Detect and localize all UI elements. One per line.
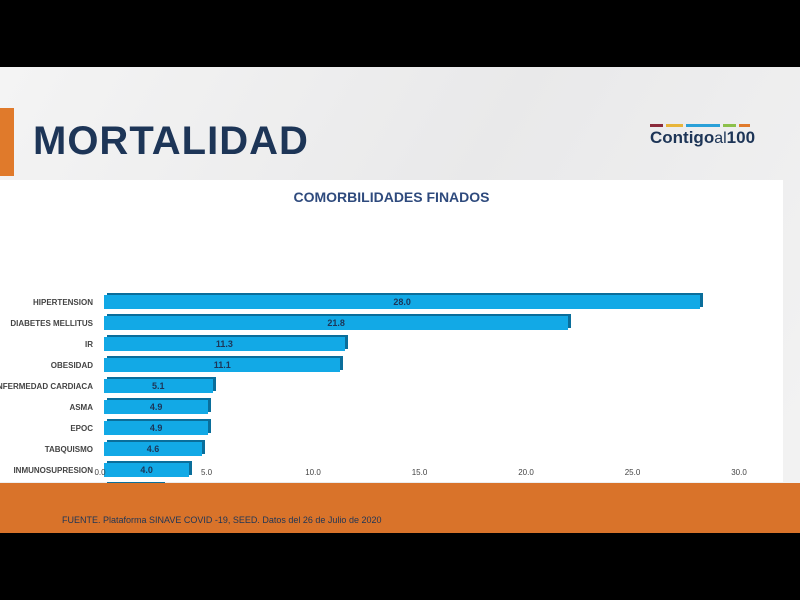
category-label: OBESIDAD <box>50 361 93 370</box>
value-label: 4.6 <box>146 444 160 454</box>
x-tick-label: 15.0 <box>411 468 428 477</box>
bar <box>104 316 569 330</box>
bar <box>104 358 341 372</box>
value-label: 5.1 <box>152 381 165 391</box>
bar <box>104 337 345 351</box>
x-tick-label: 30.0 <box>731 468 747 477</box>
value-label: 21.8 <box>327 318 345 328</box>
category-label: EPOC <box>70 424 93 433</box>
category-label: ASMA <box>69 403 93 412</box>
x-tick-label: 10.0 <box>305 468 321 477</box>
source-note: FUENTE. Plataforma SINAVE COVID -19, SEE… <box>62 515 382 525</box>
chart: COMORBILIDADES FINADOS HIPERTENSION 28.0 D… <box>0 180 783 519</box>
bar <box>104 379 213 393</box>
value-label: 4.0 <box>140 465 153 475</box>
accent-bar <box>0 108 14 176</box>
value-label: 11.1 <box>213 360 231 370</box>
value-label: 4.9 <box>149 402 163 412</box>
page-title: MORTALIDAD <box>33 119 309 163</box>
bar <box>104 442 202 456</box>
bar <box>104 421 209 435</box>
bar <box>104 295 701 309</box>
x-tick-label: 20.0 <box>518 468 534 477</box>
value-label: 28.0 <box>393 297 411 307</box>
logo: Contigoal100 <box>650 124 755 148</box>
category-label: IR <box>85 340 93 349</box>
category-label: ENFERMEDAD CARDIACA <box>0 382 93 391</box>
value-label: 11.3 <box>215 339 233 349</box>
footer: FUENTE. Plataforma SINAVE COVID -19, SEE… <box>0 483 800 533</box>
x-tick-label: 25.0 <box>624 468 641 477</box>
x-tick-label: 5.0 <box>200 468 213 477</box>
category-label: DIABETES MELLITUS <box>10 319 93 328</box>
slide: MORTALIDAD Contigoal100 COMORBILIDADES F… <box>0 67 800 533</box>
bar <box>104 400 209 414</box>
x-tick-label: 0.0 <box>94 468 106 477</box>
bar <box>104 463 190 477</box>
category-label: INMUNOSUPRESION <box>13 466 93 475</box>
category-label: TABQUISMO <box>44 445 93 454</box>
value-label: 4.9 <box>149 423 163 433</box>
chart-title: COMORBILIDADES FINADOS <box>293 189 490 205</box>
category-label: HIPERTENSION <box>32 298 93 307</box>
